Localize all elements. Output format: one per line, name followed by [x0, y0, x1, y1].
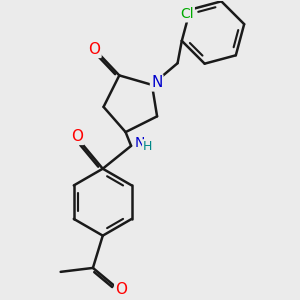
Text: N: N	[151, 75, 162, 90]
Text: H: H	[143, 140, 152, 153]
Text: Cl: Cl	[180, 8, 194, 21]
Text: N: N	[134, 136, 145, 150]
Text: O: O	[115, 282, 127, 297]
Text: O: O	[88, 42, 101, 57]
Text: O: O	[71, 129, 83, 144]
